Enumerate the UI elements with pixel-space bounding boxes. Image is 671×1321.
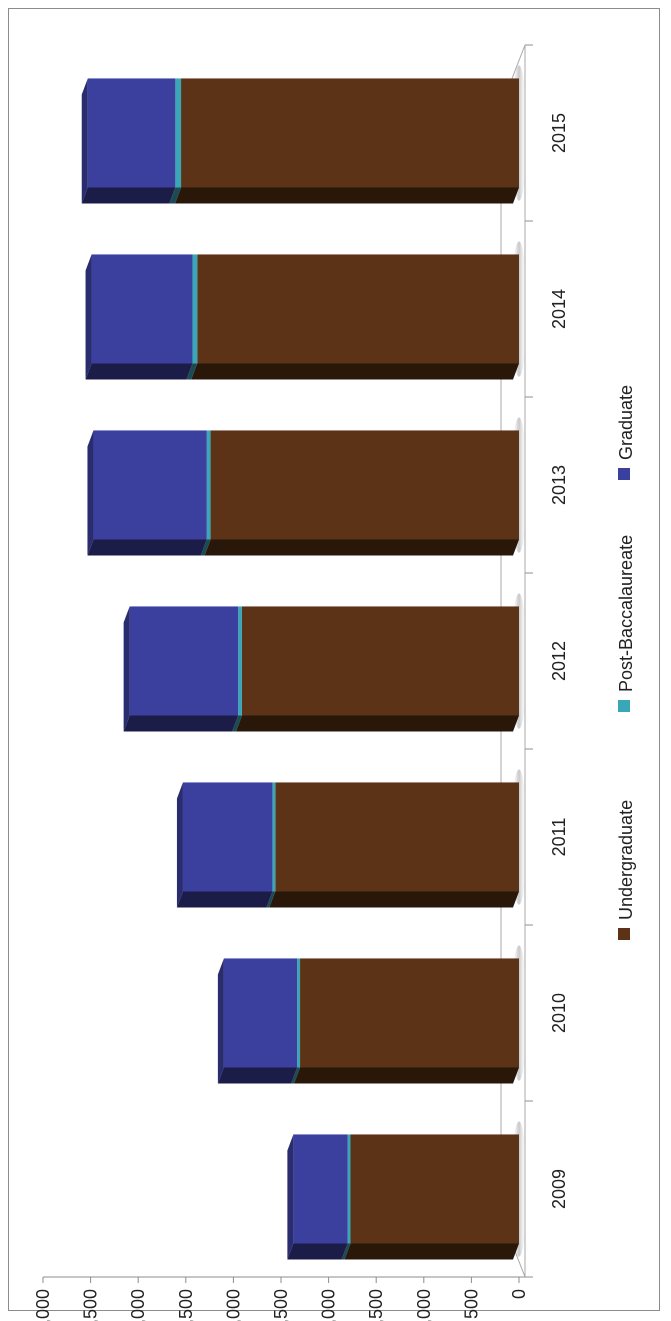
- category-label: 2012: [549, 641, 569, 681]
- value-tick-label: 5,000: [33, 1289, 53, 1321]
- legend-swatch: [618, 700, 630, 712]
- bar-graduate-2010: [217, 958, 298, 1084]
- legend-item-undergraduate: Undergraduate: [616, 800, 636, 940]
- category-label: 2014: [549, 289, 569, 329]
- legend-item-graduate: Graduate: [616, 385, 636, 480]
- bar-end-cap: [123, 606, 130, 732]
- bar-end-cap: [176, 782, 183, 908]
- legend-swatch: [618, 468, 630, 480]
- bar-graduate-2014: [85, 254, 193, 380]
- bar-graduate-2009: [287, 1134, 348, 1260]
- legend-label: Graduate: [616, 385, 636, 460]
- value-tick-label: 2,000: [319, 1289, 339, 1321]
- bar-end-cap: [287, 1134, 294, 1260]
- bar-post-baccalaureate-2011: [266, 782, 276, 908]
- bar-graduate-2013: [87, 430, 207, 556]
- bar-graduate-2015: [81, 78, 176, 204]
- bar-end-cap: [81, 78, 88, 204]
- bar-graduate-2011: [176, 782, 273, 908]
- bar-post-baccalaureate-2015: [169, 78, 182, 204]
- legend-label: Undergraduate: [616, 800, 636, 920]
- value-tick-label: 3,000: [223, 1289, 243, 1321]
- bar-post-baccalaureate-2014: [186, 254, 198, 380]
- bar-undergraduate-2011: [269, 782, 519, 908]
- bar-post-baccalaureate-2009: [341, 1134, 351, 1260]
- bar-undergraduate-2014: [191, 254, 519, 380]
- value-tick-label: 1,000: [414, 1289, 434, 1321]
- bar-end-cap: [217, 958, 224, 1084]
- category-label: 2015: [549, 113, 569, 153]
- legend-swatch: [618, 928, 630, 940]
- bar-post-baccalaureate-2010: [291, 958, 301, 1084]
- bar-undergraduate-2010: [294, 958, 519, 1084]
- value-tick-label: 500: [461, 1289, 481, 1319]
- value-tick-label: 4,500: [81, 1289, 101, 1321]
- legend-label: Post-Baccalaureate: [616, 535, 636, 692]
- bar-undergraduate-2009: [344, 1134, 519, 1260]
- category-label: 2013: [549, 465, 569, 505]
- category-label: 2011: [549, 818, 569, 857]
- value-tick-label: 2,500: [271, 1289, 291, 1321]
- category-label: 2010: [549, 993, 569, 1033]
- bar-post-baccalaureate-2013: [200, 430, 211, 556]
- value-tick-label: 0: [509, 1289, 529, 1299]
- value-tick-label: 1,500: [366, 1289, 386, 1321]
- bar-post-baccalaureate-2012: [232, 606, 242, 732]
- bar-end-cap: [87, 430, 94, 556]
- bar-undergraduate-2013: [204, 430, 519, 556]
- category-label: 2009: [549, 1169, 569, 1209]
- bar-end-cap: [85, 254, 92, 380]
- bar-undergraduate-2012: [235, 606, 519, 732]
- value-tick-label: 4,000: [128, 1289, 148, 1321]
- bar-undergraduate-2015: [175, 78, 520, 204]
- value-tick-label: 3,500: [176, 1289, 196, 1321]
- legend-item-post-baccalaureate: Post-Baccalaureate: [616, 535, 636, 712]
- bar-graduate-2012: [123, 606, 239, 732]
